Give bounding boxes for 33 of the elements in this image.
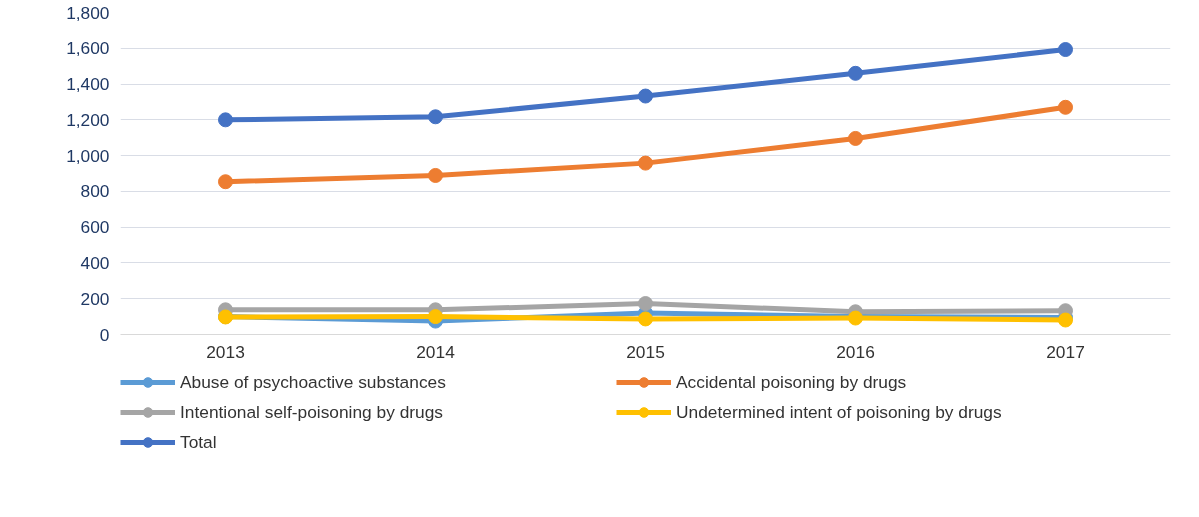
- y-tick-label: 1,600: [66, 38, 110, 59]
- y-tick-label: 1,800: [66, 2, 110, 23]
- point: [638, 296, 653, 312]
- x-tick-label: 2014: [416, 341, 456, 362]
- point: [638, 88, 653, 104]
- legend-label: Abuse of psychoactive substances: [180, 370, 447, 394]
- point: [218, 112, 233, 128]
- legend-label: Total: [180, 430, 218, 454]
- point: [638, 311, 653, 327]
- y-tick-label: 600: [80, 217, 110, 238]
- point: [428, 309, 443, 325]
- y-tick-label: 800: [80, 181, 110, 202]
- y-tick-label: 200: [80, 288, 110, 309]
- point: [428, 167, 443, 183]
- legend-label: Intentional self-poisoning by drugs: [180, 400, 444, 424]
- x-tick-label: 2017: [1046, 341, 1085, 362]
- legend-label: Accidental poisoning by drugs: [676, 370, 908, 394]
- y-tick-label: 1,400: [66, 74, 110, 95]
- y-tick-label: 1,200: [66, 109, 110, 130]
- legend-label: Undetermined intent of poisoning by drugs: [676, 400, 1003, 424]
- x-tick-label: 2016: [836, 341, 875, 362]
- point: [638, 155, 653, 171]
- x-tick-label: 2013: [206, 341, 245, 362]
- point: [1058, 42, 1073, 58]
- y-tick-label: 1,000: [66, 145, 110, 166]
- point: [848, 130, 863, 146]
- point: [848, 65, 863, 81]
- point: [1058, 99, 1073, 115]
- point: [218, 174, 233, 190]
- y-tick-label: 0: [99, 324, 110, 345]
- y-tick-label: 400: [80, 252, 110, 273]
- point: [428, 109, 443, 125]
- x-tick-label: 2015: [626, 341, 665, 362]
